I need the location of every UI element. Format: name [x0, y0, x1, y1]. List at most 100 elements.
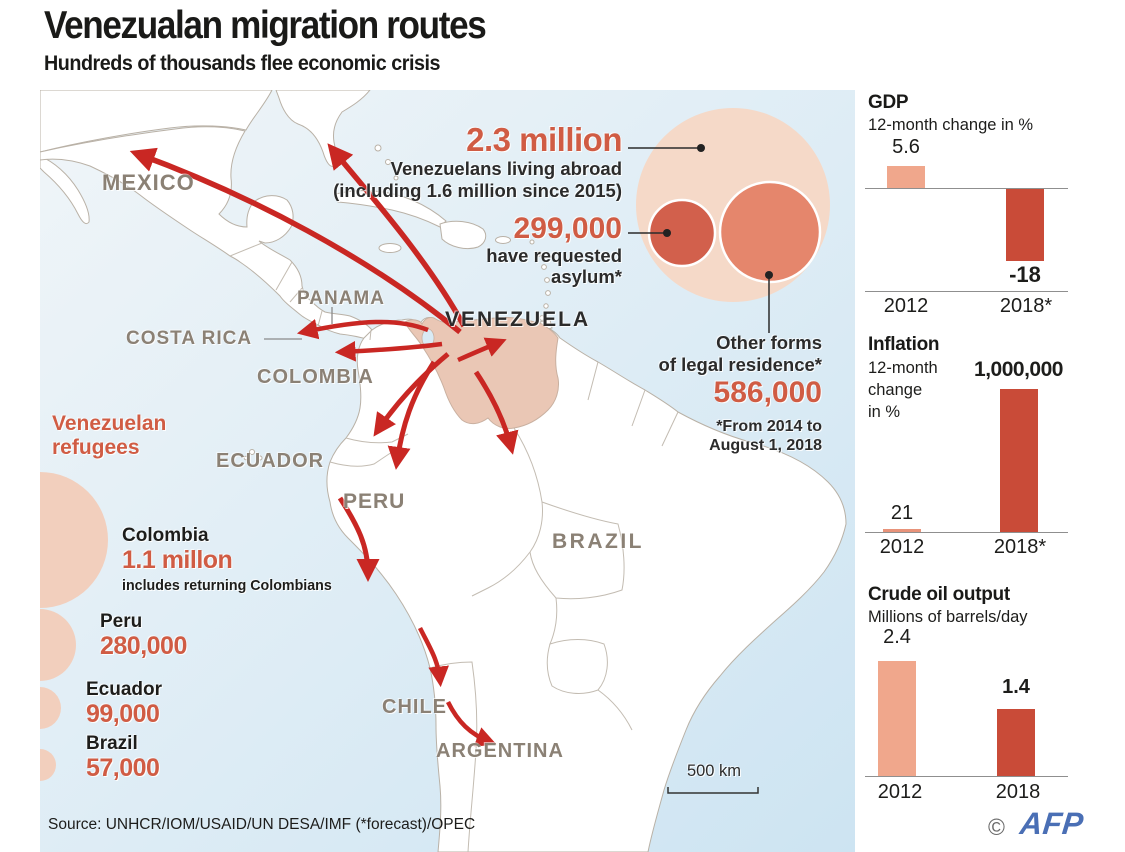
- gdp-bar-2012: [887, 165, 925, 188]
- label-chile: CHILE: [382, 696, 447, 718]
- leader-lines: [264, 307, 333, 340]
- oil-baseline: [865, 776, 1068, 777]
- abroad-line2: (including 1.6 million since 2015): [333, 180, 622, 201]
- residence-value: 586,000: [713, 376, 822, 409]
- arrow-florida: [327, 143, 467, 328]
- galapagos: [249, 449, 255, 455]
- arrow-panama-lower: [334, 340, 443, 362]
- oil-cat-2018: 2018: [995, 781, 1041, 803]
- asylum-line1: have requested: [486, 245, 622, 266]
- country-borders: [229, 242, 679, 852]
- jamaica: [378, 243, 402, 253]
- callout-residence: Other forms of legal residence* 586,000 …: [659, 332, 822, 455]
- label-mexico: MEXICO: [102, 170, 195, 195]
- semicircle-ecuador: [40, 687, 61, 729]
- gdp-zero-line: [865, 188, 1068, 189]
- callout-lines: [628, 147, 770, 333]
- legend-item-ecuador: Ecuador 99,000: [86, 679, 163, 728]
- residence-line1: Other forms: [716, 332, 822, 353]
- label-costa-rica: COSTA RICA: [126, 328, 253, 349]
- refugee-semicircles: [40, 472, 108, 781]
- label-colombia: COLOMBIA: [257, 366, 374, 388]
- gdp-subtitle: 12-month change in %: [868, 116, 1034, 134]
- chart-gdp: GDP 12-month change in % 5.6 -18 2012 20…: [865, 92, 1080, 324]
- copyright-icon: ©: [988, 814, 1005, 840]
- gdp-baseline: [865, 291, 1068, 292]
- gdp-title: GDP: [868, 92, 909, 113]
- oil-subtitle: Millions of barrels/day: [868, 608, 1028, 626]
- arrow-argentina: [445, 700, 497, 747]
- inflation-bar-2018: [1000, 389, 1038, 532]
- oil-bar-2018: [997, 708, 1035, 776]
- inflation-cat-2012: 2012: [879, 536, 925, 558]
- arrow-ecuador: [387, 360, 437, 470]
- page-subtitle: Hundreds of thousands flee economic cris…: [44, 52, 440, 75]
- scale-bar-label: 500 km: [686, 762, 742, 780]
- arrow-mexico: [129, 147, 462, 335]
- label-peru: PERU: [343, 490, 406, 513]
- inflation-value-2018: 1,000,000: [974, 358, 1063, 381]
- inflation-value-2012: 21: [890, 502, 914, 524]
- migration-map: MEXICO PANAMA COSTA RICA VENEZUELA COLOM…: [40, 90, 855, 852]
- inflation-title: Inflation: [868, 334, 940, 355]
- oil-value-2012: 2.4: [883, 626, 911, 648]
- arrow-peru: [337, 496, 380, 582]
- asylum-value: 299,000: [513, 212, 622, 245]
- abroad-value: 2.3 million: [466, 121, 622, 158]
- inflation-bar-2012: [883, 529, 921, 532]
- source-text: Source: UNHCR/IOM/USAID/UN DESA/IMF (*fo…: [48, 816, 476, 833]
- residence-line2: of legal residence*: [658, 354, 822, 375]
- refugees-legend-title: Venezuelan refugees: [52, 412, 167, 459]
- asylum-line2: asylum*: [551, 266, 622, 287]
- arrow-trinidad: [457, 337, 507, 363]
- gdp-value-2012: 5.6: [892, 136, 920, 158]
- gdp-cat-2018: 2018*: [999, 295, 1053, 317]
- abroad-line1: Venezuelans living abroad: [390, 158, 622, 179]
- migration-arrows: [129, 143, 519, 747]
- semicircle-colombia: [40, 472, 108, 608]
- oil-title: Crude oil output: [868, 584, 1010, 605]
- arrow-chile: [417, 626, 449, 688]
- baja: [40, 155, 90, 225]
- afp-credit: © AFP: [988, 806, 1118, 846]
- chart-inflation: Inflation 12-month change in % 1,000,000…: [865, 334, 1080, 566]
- residence-footnote: *From 2014 to August 1, 2018: [709, 418, 822, 454]
- arrow-panama-upper: [296, 319, 429, 340]
- semicircle-brazil: [40, 749, 56, 781]
- bubble-residence: [718, 180, 822, 284]
- abroad-bubbles: [636, 108, 830, 302]
- label-brazil: BRAZIL: [552, 530, 644, 553]
- label-venezuela: VENEZUELA: [445, 308, 591, 331]
- oil-bar-2012: [878, 660, 916, 776]
- gdp-value-2018: -18: [1009, 262, 1041, 287]
- inflation-cat-2018: 2018*: [993, 536, 1047, 558]
- arrow-colombia: [373, 352, 450, 437]
- oil-value-2018: 1.4: [1002, 676, 1030, 698]
- venezuela-shape: [404, 317, 559, 429]
- label-ecuador: ECUADOR: [216, 450, 325, 472]
- label-panama: PANAMA: [297, 288, 385, 309]
- mexico-central-america: [40, 126, 373, 341]
- puerto-rico: [495, 236, 511, 244]
- inflation-baseline: [865, 532, 1068, 533]
- map-graphic: [40, 90, 855, 852]
- page-title: Venezualan migration routes: [44, 4, 487, 47]
- legend-item-brazil: Brazil 57,000: [86, 733, 160, 782]
- callout-asylum: 299,000 have requested asylum*: [486, 212, 622, 287]
- gdp-cat-2012: 2012: [883, 295, 929, 317]
- hispaniola: [439, 220, 487, 250]
- us-land: [40, 90, 273, 153]
- semicircle-peru: [40, 609, 76, 681]
- legend-item-colombia: Colombia 1.1 millon includes returning C…: [122, 525, 332, 594]
- callout-dots: [663, 144, 773, 279]
- oil-cat-2012: 2012: [877, 781, 923, 803]
- afp-logo: AFP: [1018, 806, 1086, 841]
- gdp-bar-2018: [1006, 189, 1044, 261]
- scale-bar-line: [667, 787, 759, 794]
- callout-abroad: 2.3 million Venezuelans living abroad (i…: [333, 122, 622, 202]
- arrow-brazil: [473, 370, 519, 455]
- chart-crude-oil: Crude oil output Millions of barrels/day…: [865, 584, 1080, 816]
- label-argentina: ARGENTINA: [436, 740, 564, 762]
- legend-item-peru: Peru 280,000: [100, 611, 187, 660]
